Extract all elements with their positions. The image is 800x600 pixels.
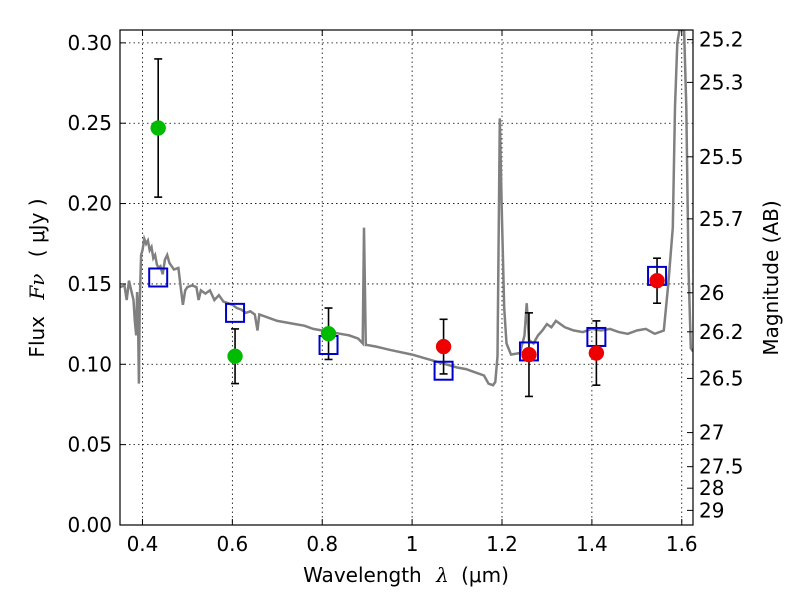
y-axis-label: Flux Fν ( μJy ) (25, 198, 49, 357)
y-tick-label: 0.25 (67, 111, 112, 135)
x-tick-label: 1.4 (576, 532, 608, 556)
y2-tick-label: 25.2 (699, 28, 744, 52)
x-tick-label: 1.2 (486, 532, 518, 556)
x-tick-label: 0.6 (216, 532, 248, 556)
y2-tick-label: 26.5 (699, 366, 744, 390)
y2-tick-label: 26.2 (699, 320, 744, 344)
x-tick-label: 1 (406, 532, 419, 556)
x-axis-label-symbol: λ (435, 563, 449, 587)
y2-axis-label: Magnitude (AB) (759, 200, 783, 355)
x-tick-label: 1.6 (666, 532, 698, 556)
model-square (148, 267, 169, 288)
x-axis-label-text: Wavelength (303, 563, 422, 587)
observed-points (150, 120, 665, 364)
y2-tick-label: 27 (699, 421, 724, 445)
data-point (150, 120, 166, 136)
spectrum-line (120, 30, 693, 387)
model-square (225, 302, 246, 323)
model-square (433, 360, 454, 381)
y-tick-label: 0.30 (67, 31, 112, 55)
y-tick-label: 0.00 (67, 513, 112, 537)
data-point (521, 346, 537, 363)
x-axis-ticks: 0.4 0.6 0.8 1 1.2 1.4 1.6 (127, 30, 698, 556)
x-tick-label: 0.4 (127, 532, 159, 556)
y-tick-label: 0.10 (67, 352, 112, 376)
x-axis-label-unit: (μm) (461, 563, 509, 587)
y-axis-label-text: Flux (25, 316, 49, 358)
x-axis-label: Wavelength λ (μm) (303, 563, 509, 587)
y-axis-label-symbol: Fν (25, 274, 49, 301)
y2-tick-label: 25.7 (699, 207, 744, 231)
x-tick-label: 0.8 (306, 532, 338, 556)
model-squares (148, 265, 668, 381)
y-axis-label-unit: ( μJy ) (25, 198, 49, 257)
y2-tick-label: 25.5 (699, 145, 744, 169)
error-bars (154, 58, 662, 398)
plot-frame (119, 29, 694, 526)
y-tick-label: 0.20 (67, 192, 112, 216)
y-tick-label: 0.05 (67, 433, 112, 457)
data-point (320, 326, 337, 342)
y2-tick-label: 25.3 (699, 70, 744, 94)
data-point (649, 272, 665, 289)
y2-tick-label: 28 (699, 476, 724, 500)
data-point (588, 345, 605, 361)
y2-tick-label: 29 (699, 498, 724, 522)
y-axis-ticks: 0.00 0.05 0.10 0.15 0.20 0.25 0.30 (67, 31, 126, 537)
data-point (435, 338, 452, 355)
grid (120, 30, 693, 526)
y2-tick-label: 26 (699, 281, 724, 305)
data-point (227, 348, 243, 364)
y2-tick-label: 27.5 (699, 455, 744, 479)
y-tick-label: 0.15 (67, 272, 112, 296)
